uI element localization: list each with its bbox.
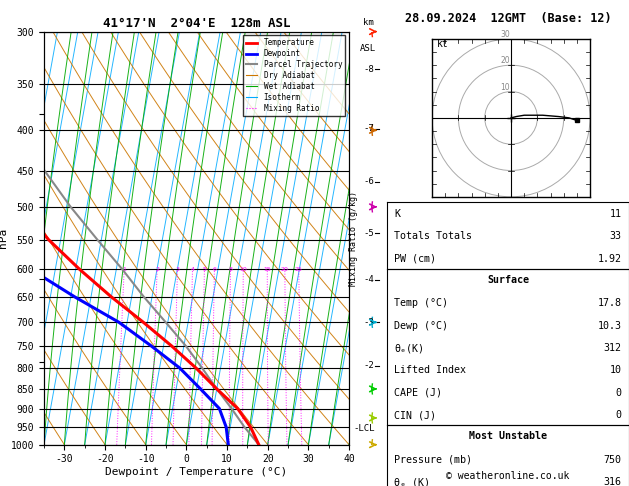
- Text: 8: 8: [228, 267, 233, 272]
- Text: CIN (J): CIN (J): [394, 410, 436, 420]
- Text: 316: 316: [604, 477, 621, 486]
- Text: -3: -3: [364, 318, 374, 327]
- Legend: Temperature, Dewpoint, Parcel Trajectory, Dry Adiabat, Wet Adiabat, Isotherm, Mi: Temperature, Dewpoint, Parcel Trajectory…: [243, 35, 345, 116]
- Text: 30: 30: [500, 30, 509, 39]
- Text: CAPE (J): CAPE (J): [394, 388, 442, 398]
- Text: ASL: ASL: [360, 44, 376, 53]
- Text: 0: 0: [616, 410, 621, 420]
- Y-axis label: hPa: hPa: [0, 228, 8, 248]
- Text: Temp (°C): Temp (°C): [394, 298, 448, 309]
- Text: 4: 4: [191, 267, 194, 272]
- Text: 17.8: 17.8: [598, 298, 621, 309]
- Text: -5: -5: [364, 229, 374, 238]
- Text: -LCL: -LCL: [353, 424, 376, 434]
- X-axis label: Dewpoint / Temperature (°C): Dewpoint / Temperature (°C): [106, 467, 287, 477]
- Text: Most Unstable: Most Unstable: [469, 431, 547, 441]
- Title: 41°17'N  2°04'E  128m ASL: 41°17'N 2°04'E 128m ASL: [103, 17, 291, 31]
- Text: 1: 1: [122, 267, 126, 272]
- Text: 33: 33: [610, 231, 621, 242]
- Text: 20: 20: [500, 56, 509, 65]
- Text: θₑ (K): θₑ (K): [394, 477, 430, 486]
- Text: 750: 750: [604, 455, 621, 465]
- Text: 10.3: 10.3: [598, 321, 621, 331]
- Text: -4: -4: [364, 275, 374, 284]
- Text: 20: 20: [281, 267, 289, 272]
- Text: km: km: [362, 18, 374, 27]
- Text: Totals Totals: Totals Totals: [394, 231, 472, 242]
- Text: 2: 2: [155, 267, 159, 272]
- Text: 0: 0: [616, 388, 621, 398]
- Text: 10: 10: [500, 83, 509, 91]
- Text: K: K: [394, 209, 400, 219]
- Text: Dewp (°C): Dewp (°C): [394, 321, 448, 331]
- Text: 5: 5: [203, 267, 206, 272]
- Text: -2: -2: [364, 362, 374, 370]
- Text: 1.92: 1.92: [598, 254, 621, 264]
- Text: 10: 10: [610, 365, 621, 376]
- Text: Lifted Index: Lifted Index: [394, 365, 466, 376]
- Text: © weatheronline.co.uk: © weatheronline.co.uk: [446, 471, 570, 481]
- Text: θₑ(K): θₑ(K): [394, 343, 424, 353]
- Text: kt: kt: [437, 39, 449, 49]
- Text: 312: 312: [604, 343, 621, 353]
- Text: 6: 6: [213, 267, 216, 272]
- Text: Surface: Surface: [487, 275, 529, 285]
- Text: 3: 3: [175, 267, 179, 272]
- Text: -8: -8: [364, 65, 374, 74]
- Text: -6: -6: [364, 177, 374, 187]
- Text: 10: 10: [240, 267, 247, 272]
- Text: Pressure (mb): Pressure (mb): [394, 455, 472, 465]
- Text: 11: 11: [610, 209, 621, 219]
- Text: -7: -7: [364, 124, 374, 133]
- Text: 28.09.2024  12GMT  (Base: 12): 28.09.2024 12GMT (Base: 12): [404, 12, 611, 25]
- Text: PW (cm): PW (cm): [394, 254, 436, 264]
- Text: 25: 25: [295, 267, 303, 272]
- Text: 15: 15: [264, 267, 271, 272]
- Text: Mixing Ratio (g/kg): Mixing Ratio (g/kg): [349, 191, 359, 286]
